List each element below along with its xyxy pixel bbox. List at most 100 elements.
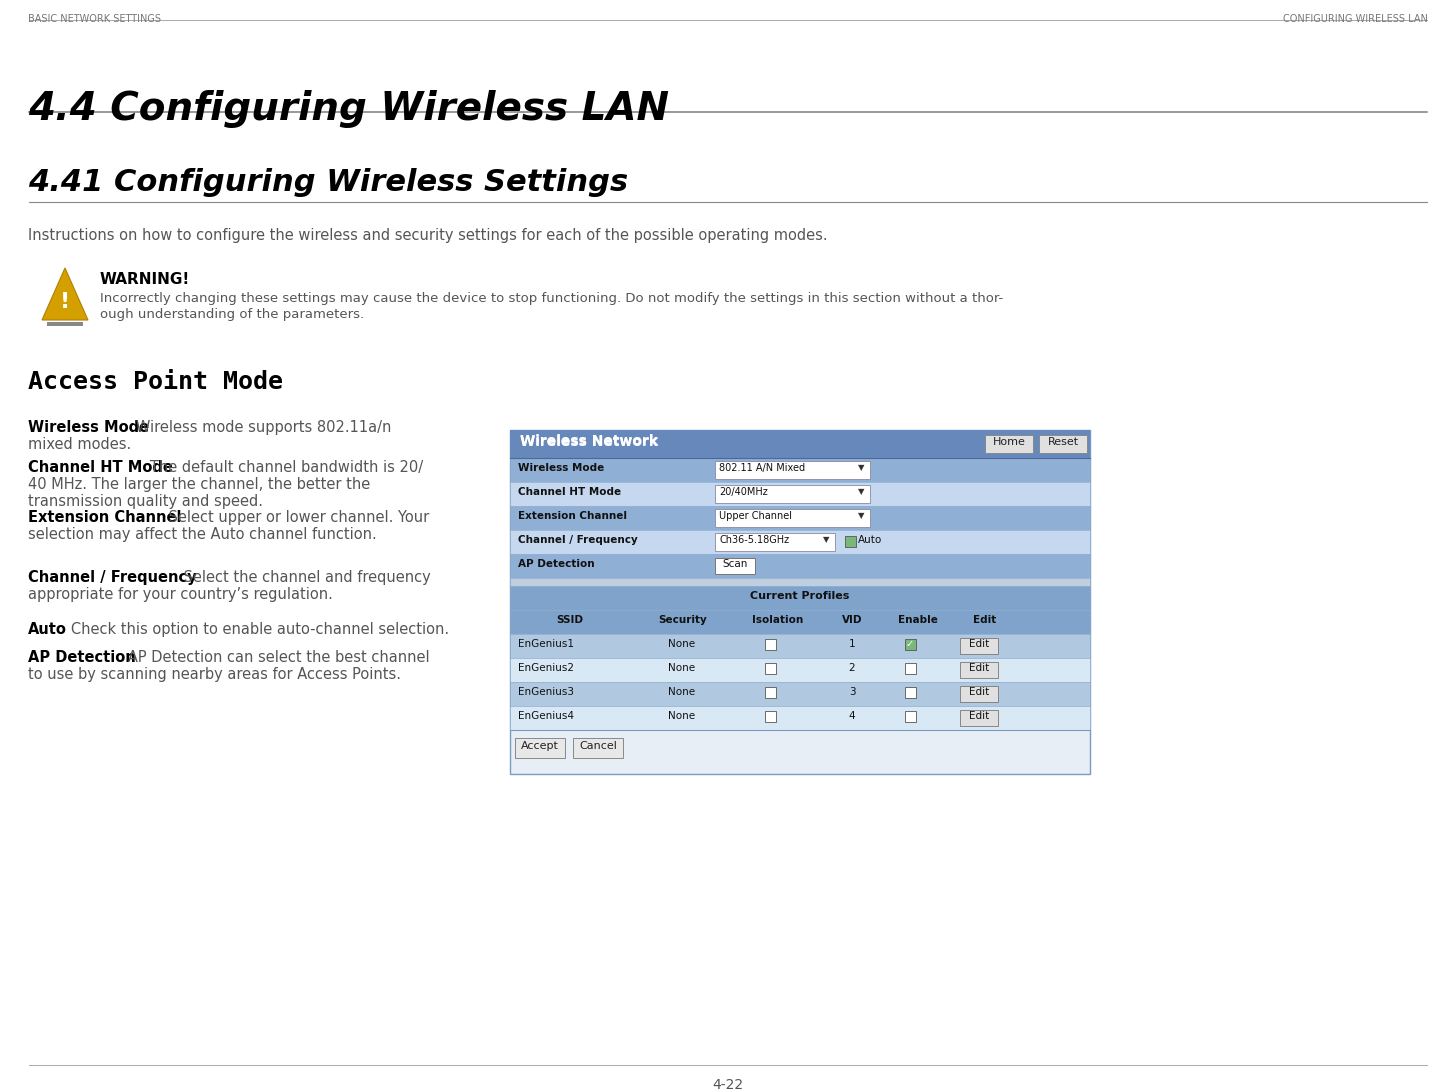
Text: to use by scanning nearby areas for Access Points.: to use by scanning nearby areas for Acce… xyxy=(28,667,400,682)
Bar xyxy=(715,461,871,479)
Text: None: None xyxy=(668,687,696,697)
Text: ✓: ✓ xyxy=(906,639,914,649)
Bar xyxy=(1040,435,1088,453)
Text: appropriate for your country’s regulation.: appropriate for your country’s regulatio… xyxy=(28,588,333,602)
Bar xyxy=(574,738,623,758)
Bar xyxy=(510,429,1091,458)
Bar xyxy=(510,706,1091,730)
Bar xyxy=(960,662,997,678)
Text: AP Detection: AP Detection xyxy=(28,650,135,665)
Text: VID: VID xyxy=(842,615,863,625)
Text: 802.11 A/N Mixed: 802.11 A/N Mixed xyxy=(719,463,805,473)
Bar xyxy=(986,435,1032,453)
Text: 40 MHz. The larger the channel, the better the: 40 MHz. The larger the channel, the bett… xyxy=(28,477,370,492)
Text: BASIC NETWORK SETTINGS: BASIC NETWORK SETTINGS xyxy=(28,14,162,24)
Text: 4.41 Configuring Wireless Settings: 4.41 Configuring Wireless Settings xyxy=(28,168,628,197)
Text: !: ! xyxy=(60,292,70,312)
Text: Channel HT Mode: Channel HT Mode xyxy=(518,487,622,497)
Bar xyxy=(515,738,565,758)
Text: Channel / Frequency: Channel / Frequency xyxy=(518,535,638,545)
Text: Reset: Reset xyxy=(1047,437,1079,447)
Bar xyxy=(715,533,834,552)
Bar xyxy=(764,687,776,698)
Text: Cancel: Cancel xyxy=(579,741,617,751)
Bar xyxy=(510,586,1091,610)
Bar xyxy=(510,530,1091,554)
Bar xyxy=(906,687,916,698)
Bar xyxy=(715,558,756,574)
Bar xyxy=(906,639,916,650)
Bar xyxy=(764,711,776,722)
Bar xyxy=(510,554,1091,578)
Text: Edit: Edit xyxy=(968,711,989,720)
Bar xyxy=(960,710,997,726)
Text: EnGenius1: EnGenius1 xyxy=(518,639,574,649)
Text: Edit: Edit xyxy=(968,639,989,649)
Text: 1: 1 xyxy=(849,639,855,649)
Bar xyxy=(764,663,776,674)
Text: ▼: ▼ xyxy=(858,463,865,472)
Bar xyxy=(510,429,1091,774)
Text: 4-22: 4-22 xyxy=(712,1078,744,1090)
Text: ▼: ▼ xyxy=(858,487,865,496)
Text: AP Detection can select the best channel: AP Detection can select the best channel xyxy=(115,650,430,665)
Text: Scan: Scan xyxy=(722,559,748,569)
Text: 4: 4 xyxy=(849,711,855,720)
Text: Wireless Mode: Wireless Mode xyxy=(28,420,149,435)
Text: ough understanding of the parameters.: ough understanding of the parameters. xyxy=(100,308,364,320)
Polygon shape xyxy=(47,322,83,326)
Bar xyxy=(510,682,1091,706)
Text: Security: Security xyxy=(658,615,706,625)
Text: Home: Home xyxy=(993,437,1025,447)
Text: Channel HT Mode: Channel HT Mode xyxy=(28,460,173,475)
Text: Auto: Auto xyxy=(28,622,67,637)
Text: Edit: Edit xyxy=(968,687,989,697)
Text: 3: 3 xyxy=(849,687,855,697)
Text: 4.4 Configuring Wireless LAN: 4.4 Configuring Wireless LAN xyxy=(28,90,668,128)
Bar xyxy=(510,658,1091,682)
Bar xyxy=(510,506,1091,530)
Bar xyxy=(510,634,1091,658)
Text: Edit: Edit xyxy=(974,615,996,625)
Text: ▼: ▼ xyxy=(823,535,830,544)
Bar xyxy=(960,686,997,702)
Text: None: None xyxy=(668,639,696,649)
Text: 2: 2 xyxy=(849,663,855,673)
Bar xyxy=(844,536,856,547)
Text: Isolation: Isolation xyxy=(751,615,804,625)
Polygon shape xyxy=(42,268,87,320)
Text: Enable: Enable xyxy=(897,615,938,625)
Text: transmission quality and speed.: transmission quality and speed. xyxy=(28,494,264,509)
Text: mixed modes.: mixed modes. xyxy=(28,437,131,452)
Bar xyxy=(906,663,916,674)
Text: Wireless mode supports 802.11a/n: Wireless mode supports 802.11a/n xyxy=(122,420,392,435)
Text: Check this option to enable auto-channel selection.: Check this option to enable auto-channel… xyxy=(57,622,448,637)
Text: Accept: Accept xyxy=(521,741,559,751)
Text: CONFIGURING WIRELESS LAN: CONFIGURING WIRELESS LAN xyxy=(1283,14,1428,24)
Text: The default channel bandwidth is 20/: The default channel bandwidth is 20/ xyxy=(135,460,424,475)
Text: Current Profiles: Current Profiles xyxy=(750,591,850,601)
Text: Instructions on how to configure the wireless and security settings for each of : Instructions on how to configure the wir… xyxy=(28,228,827,243)
Bar xyxy=(764,639,776,650)
Text: Wireless Network: Wireless Network xyxy=(520,434,658,448)
Text: Extension Channel: Extension Channel xyxy=(518,511,628,521)
Text: selection may affect the Auto channel function.: selection may affect the Auto channel fu… xyxy=(28,526,377,542)
Text: Auto: Auto xyxy=(858,535,882,545)
Bar xyxy=(510,482,1091,506)
Text: None: None xyxy=(668,663,696,673)
Text: Access Point Mode: Access Point Mode xyxy=(28,370,282,393)
Text: Wireless Network: Wireless Network xyxy=(520,435,658,449)
Bar xyxy=(715,509,871,526)
Bar xyxy=(715,485,871,502)
Text: Select upper or lower channel. Your: Select upper or lower channel. Your xyxy=(150,510,430,525)
Bar xyxy=(510,610,1091,634)
Text: Wireless Mode: Wireless Mode xyxy=(518,463,604,473)
Text: EnGenius4: EnGenius4 xyxy=(518,711,574,720)
Text: EnGenius2: EnGenius2 xyxy=(518,663,574,673)
Text: None: None xyxy=(668,711,696,720)
Text: Extension Channel: Extension Channel xyxy=(28,510,182,525)
Text: EnGenius3: EnGenius3 xyxy=(518,687,574,697)
Text: 20/40MHz: 20/40MHz xyxy=(719,487,767,497)
Text: Incorrectly changing these settings may cause the device to stop functioning. Do: Incorrectly changing these settings may … xyxy=(100,292,1003,305)
Text: AP Detection: AP Detection xyxy=(518,559,594,569)
